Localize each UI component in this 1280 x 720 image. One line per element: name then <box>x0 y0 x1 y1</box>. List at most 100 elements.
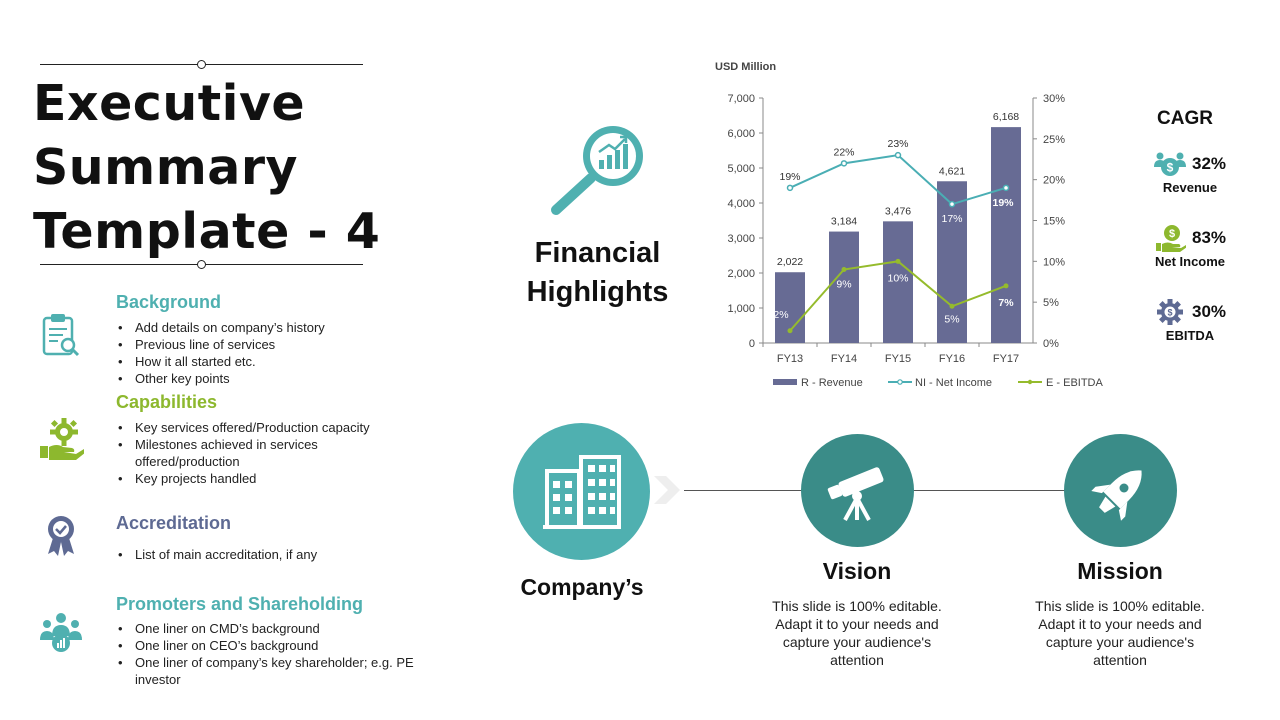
y2-tick-label: 0% <box>1043 338 1059 350</box>
mission-label: Mission <box>1077 558 1163 584</box>
section-heading: Accreditation <box>116 513 232 533</box>
cagr-title: CAGR <box>1157 108 1213 129</box>
money-hand-icon: $ <box>1155 225 1186 252</box>
line-net-income <box>789 154 1007 206</box>
y2-tick-label: 10% <box>1043 256 1065 268</box>
page-title: Executive Summary Template - 4 <box>33 75 381 260</box>
y2-tick-label: 5% <box>1043 297 1059 309</box>
svg-text:$: $ <box>1169 228 1175 240</box>
list-item: Add details on company’s history <box>116 319 416 336</box>
section-background: Background Add details on company’s hist… <box>116 292 416 387</box>
bar-data-label: 6,168 <box>993 111 1019 123</box>
point-ebitda <box>895 258 901 264</box>
ebitda-data-label: 2% <box>773 309 788 321</box>
mission-circle <box>1064 434 1177 547</box>
financial-highlights-title: Financial Highlights <box>526 237 669 308</box>
y-tick-label: 2,000 <box>727 268 755 280</box>
cagr-net-income: $ 83% Net Income <box>1140 224 1240 269</box>
point-net-income <box>1002 184 1010 192</box>
x-tick-label: FY15 <box>885 353 911 365</box>
y-tick-label: 4,000 <box>727 198 755 210</box>
mission-description: This slide is 100% editable. Adapt it to… <box>1035 598 1205 668</box>
telescope-icon <box>827 466 883 521</box>
legend-ni-label: NI - Net Income <box>915 377 992 389</box>
ni-data-label: 19% <box>779 171 800 183</box>
x-tick-label: FY13 <box>777 353 803 365</box>
point-net-income <box>786 184 794 192</box>
legend-ebitda-label: E - EBITDA <box>1046 377 1104 389</box>
ni-data-label: 23% <box>887 138 908 150</box>
ebitda-data-label: 5% <box>944 313 959 325</box>
bar-revenue <box>829 231 859 343</box>
cagr-label: EBITDA <box>1165 328 1215 343</box>
dollar-gear-icon: $ <box>1156 299 1183 325</box>
vision-label: Vision <box>822 558 892 584</box>
point-ebitda <box>841 267 847 272</box>
point-net-income <box>948 200 956 208</box>
chart-title: USD Million <box>715 61 776 73</box>
y-tick-label: 3,000 <box>727 233 755 245</box>
bar-revenue <box>937 181 967 343</box>
bar-data-label: 2,022 <box>777 256 803 268</box>
company-label: Company’s <box>520 574 644 600</box>
money-people-icon: $ <box>1153 152 1186 176</box>
gear-hand-icon <box>40 418 84 460</box>
list-item: Milestones achieved in services offered/… <box>116 436 416 470</box>
ebitda-data-label: 7% <box>998 297 1014 309</box>
bar-data-label: 3,476 <box>885 205 911 217</box>
title-top-rule <box>40 60 363 69</box>
ni-data-label: 19% <box>992 197 1014 209</box>
y2-tick-label: 25% <box>1043 134 1065 146</box>
svg-text:$: $ <box>1167 161 1174 175</box>
vision-description: This slide is 100% editable. Adapt it to… <box>772 598 942 668</box>
y-tick-label: 1,000 <box>727 303 755 315</box>
section-accreditation: Accreditation List of main accreditation… <box>116 513 416 563</box>
point-net-income <box>894 151 902 159</box>
ebitda-data-label: 9% <box>836 279 851 291</box>
ebitda-data-label: 10% <box>887 272 908 284</box>
list-item: How it all started etc. <box>116 353 416 370</box>
x-tick-label: FY16 <box>939 353 965 365</box>
point-ebitda <box>1003 283 1009 289</box>
clipboard-search-icon <box>42 314 80 357</box>
y2-tick-label: 20% <box>1043 175 1065 187</box>
point-net-income <box>840 160 848 167</box>
y-tick-label: 7,000 <box>727 93 755 105</box>
vision-circle <box>801 434 914 547</box>
cagr-label: Revenue <box>1162 180 1218 195</box>
x-tick-label: FY17 <box>993 353 1019 365</box>
legend-ni-marker <box>897 379 903 385</box>
people-group-icon <box>40 613 82 652</box>
y-tick-label: 5,000 <box>727 163 755 175</box>
x-tick-label: FY14 <box>831 353 857 365</box>
cagr-revenue: $ 32% Revenue <box>1140 150 1240 195</box>
bar-revenue <box>883 221 913 343</box>
list-item: List of main accreditation, if any <box>116 546 416 563</box>
ni-data-label: 22% <box>833 146 854 158</box>
financial-chart: USD Million 0 1,000 2,000 3,000 4,000 5,000 6,… <box>715 61 1104 389</box>
section-heading: Promoters and Shareholding <box>116 594 364 614</box>
y2-tick-label: 15% <box>1043 216 1065 228</box>
list-item: One liner on CEO’s background <box>116 637 416 654</box>
bar-revenue <box>991 127 1021 344</box>
section-heading: Capabilities <box>116 392 218 412</box>
rocket-icon <box>1090 469 1142 521</box>
legend-ebitda-marker <box>1027 379 1033 385</box>
y-tick-label: 6,000 <box>727 128 755 140</box>
legend-revenue-label: R - Revenue <box>801 377 863 389</box>
y-tick-label: 0 <box>749 338 755 350</box>
section-heading: Background <box>116 292 222 312</box>
svg-text:$: $ <box>1167 308 1172 318</box>
section-promoters: Promoters and Shareholding One liner on … <box>116 594 416 688</box>
cagr-value: 32% <box>1191 154 1227 173</box>
cagr-label: Net Income <box>1154 254 1226 269</box>
award-ribbon-icon <box>48 516 74 556</box>
cagr-value: 30% <box>1191 302 1227 321</box>
y2-tick-label: 30% <box>1043 93 1065 105</box>
ni-data-label: 17% <box>941 213 962 225</box>
bar-data-label: 4,621 <box>939 165 965 177</box>
list-item: Key services offered/Production capacity <box>116 419 416 436</box>
buildings-icon <box>542 454 621 529</box>
title-bottom-rule <box>40 260 363 269</box>
cagr-value: 83% <box>1191 228 1227 247</box>
